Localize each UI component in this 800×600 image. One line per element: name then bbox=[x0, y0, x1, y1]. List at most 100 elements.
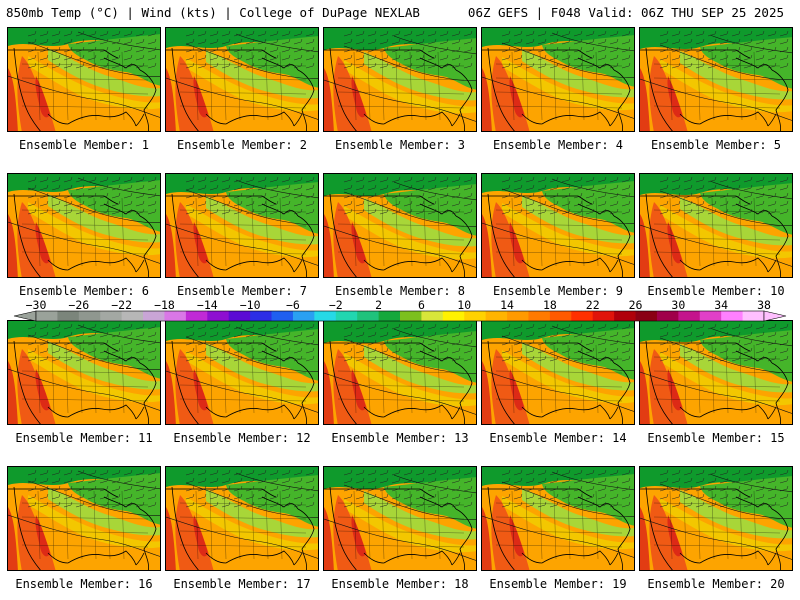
colorbar-segment bbox=[635, 311, 658, 321]
colorbar-segment bbox=[335, 311, 358, 321]
colorbar-tick-label: 30 bbox=[671, 298, 686, 312]
ensemble-member-label: Ensemble Member: 19 bbox=[489, 577, 627, 591]
ensemble-member-label: Ensemble Member: 12 bbox=[173, 431, 311, 445]
ensemble-map-9 bbox=[481, 173, 635, 278]
colorbar-tick-label: −10 bbox=[239, 298, 261, 312]
ensemble-member-label: Ensemble Member: 17 bbox=[173, 577, 311, 591]
colorbar-segment bbox=[36, 311, 58, 321]
ensemble-map-4 bbox=[481, 27, 635, 132]
map-image bbox=[8, 28, 160, 131]
colorbar-segment bbox=[485, 311, 508, 321]
ensemble-member-label: Ensemble Member: 1 bbox=[18, 138, 150, 152]
ensemble-member-label: Ensemble Member: 3 bbox=[334, 138, 466, 152]
colorbar-segment bbox=[164, 311, 187, 321]
colorbar-segment bbox=[78, 311, 101, 321]
colorbar-segment bbox=[421, 311, 444, 321]
map-image bbox=[640, 28, 792, 131]
colorbar-segment bbox=[121, 311, 144, 321]
colorbar-strip bbox=[13, 310, 787, 322]
ensemble-member-label: Ensemble Member: 6 bbox=[18, 284, 150, 298]
colorbar-tick-label: −18 bbox=[154, 298, 175, 312]
map-image bbox=[8, 467, 160, 570]
ensemble-map-20 bbox=[639, 466, 793, 571]
colorbar-segment bbox=[400, 311, 422, 321]
ensemble-map-2 bbox=[165, 27, 319, 132]
ensemble-member-label: Ensemble Member: 2 bbox=[176, 138, 308, 152]
colorbar-tick-label: 34 bbox=[714, 298, 729, 312]
colorbar-segment bbox=[271, 311, 294, 321]
colorbar-segment bbox=[100, 311, 123, 321]
chart-title: 850mb Temp (°C) | Wind (kts) | College o… bbox=[6, 5, 420, 20]
map-image bbox=[482, 467, 634, 570]
colorbar-segment bbox=[742, 311, 765, 321]
colorbar-segment bbox=[721, 311, 743, 321]
map-image bbox=[324, 28, 476, 131]
map-image bbox=[482, 174, 634, 277]
ensemble-map-11 bbox=[7, 320, 161, 425]
colorbar-tick-label: 38 bbox=[757, 298, 771, 312]
ensemble-map-12 bbox=[165, 320, 319, 425]
map-image bbox=[640, 467, 792, 570]
ensemble-map-3 bbox=[323, 27, 477, 132]
ensemble-map-14 bbox=[481, 320, 635, 425]
ensemble-map-5 bbox=[639, 27, 793, 132]
ensemble-map-18 bbox=[323, 466, 477, 571]
ensemble-member-label: Ensemble Member: 18 bbox=[331, 577, 469, 591]
colorbar-tick-label: −30 bbox=[25, 298, 47, 312]
ensemble-map-10 bbox=[639, 173, 793, 278]
colorbar-segment bbox=[250, 311, 272, 321]
colorbar-tick-label: 22 bbox=[585, 298, 600, 312]
map-image bbox=[482, 321, 634, 424]
ensemble-map-16 bbox=[7, 466, 161, 571]
temperature-colorbar: −30 −26 −22 −18 −14 −10 −6 −2 2 6 10 14 18 22 26 30 34 38… bbox=[0, 298, 800, 324]
colorbar-segment bbox=[143, 311, 165, 321]
colorbar-segment bbox=[207, 311, 230, 321]
ensemble-member-label: Ensemble Member: 20 bbox=[647, 577, 785, 591]
ensemble-member-label: Ensemble Member: 15 bbox=[647, 431, 785, 445]
colorbar-tick-label: 2 bbox=[375, 298, 383, 312]
ensemble-member-label: Ensemble Member: 4 bbox=[492, 138, 624, 152]
colorbar-segment bbox=[464, 311, 487, 321]
colorbar-segment bbox=[571, 311, 594, 321]
ensemble-member-label: Ensemble Member: 7 bbox=[176, 284, 308, 298]
ensemble-member-label: Ensemble Member: 14 bbox=[489, 431, 627, 445]
map-image bbox=[324, 174, 476, 277]
colorbar-segment bbox=[528, 311, 551, 321]
colorbar-segment bbox=[292, 311, 315, 321]
map-image bbox=[166, 467, 318, 570]
colorbar-segment bbox=[549, 311, 572, 321]
colorbar-segment bbox=[228, 311, 251, 321]
run-valid-time: 06Z GEFS | F048 Valid: 06Z THU SEP 25 20… bbox=[467, 5, 784, 20]
colorbar-segment bbox=[678, 311, 701, 321]
colorbar-tick-label: 10 bbox=[457, 298, 472, 312]
ensemble-member-label: Ensemble Member: 13 bbox=[331, 431, 469, 445]
colorbar-tick-label: 18 bbox=[542, 298, 557, 312]
colorbar-segment bbox=[507, 311, 529, 321]
map-image bbox=[482, 28, 634, 131]
ensemble-map-19 bbox=[481, 466, 635, 571]
ensemble-member-label: Ensemble Member: 8 bbox=[334, 284, 466, 298]
ensemble-map-1 bbox=[7, 27, 161, 132]
ensemble-map-8 bbox=[323, 173, 477, 278]
colorbar-tick-label: −26 bbox=[68, 298, 90, 312]
map-image bbox=[166, 174, 318, 277]
ensemble-map-13 bbox=[323, 320, 477, 425]
colorbar-segment bbox=[656, 311, 679, 321]
ensemble-member-label: Ensemble Member: 10 bbox=[647, 284, 785, 298]
ensemble-map-6 bbox=[7, 173, 161, 278]
colorbar-segment bbox=[185, 311, 208, 321]
colorbar-tick-label: −2 bbox=[328, 298, 343, 312]
map-image bbox=[8, 174, 160, 277]
colorbar-tick-label: 6 bbox=[417, 298, 425, 312]
colorbar-tick-label: −22 bbox=[111, 298, 133, 312]
colorbar-tick-label: −6 bbox=[286, 298, 300, 312]
colorbar-segment bbox=[378, 311, 401, 321]
colorbar-segment bbox=[592, 311, 615, 321]
ensemble-map-7 bbox=[165, 173, 319, 278]
map-image bbox=[640, 174, 792, 277]
colorbar-segment bbox=[699, 311, 722, 321]
map-image bbox=[166, 321, 318, 424]
ensemble-member-label: Ensemble Member: 16 bbox=[15, 577, 153, 591]
map-image bbox=[640, 321, 792, 424]
map-image bbox=[324, 467, 476, 570]
